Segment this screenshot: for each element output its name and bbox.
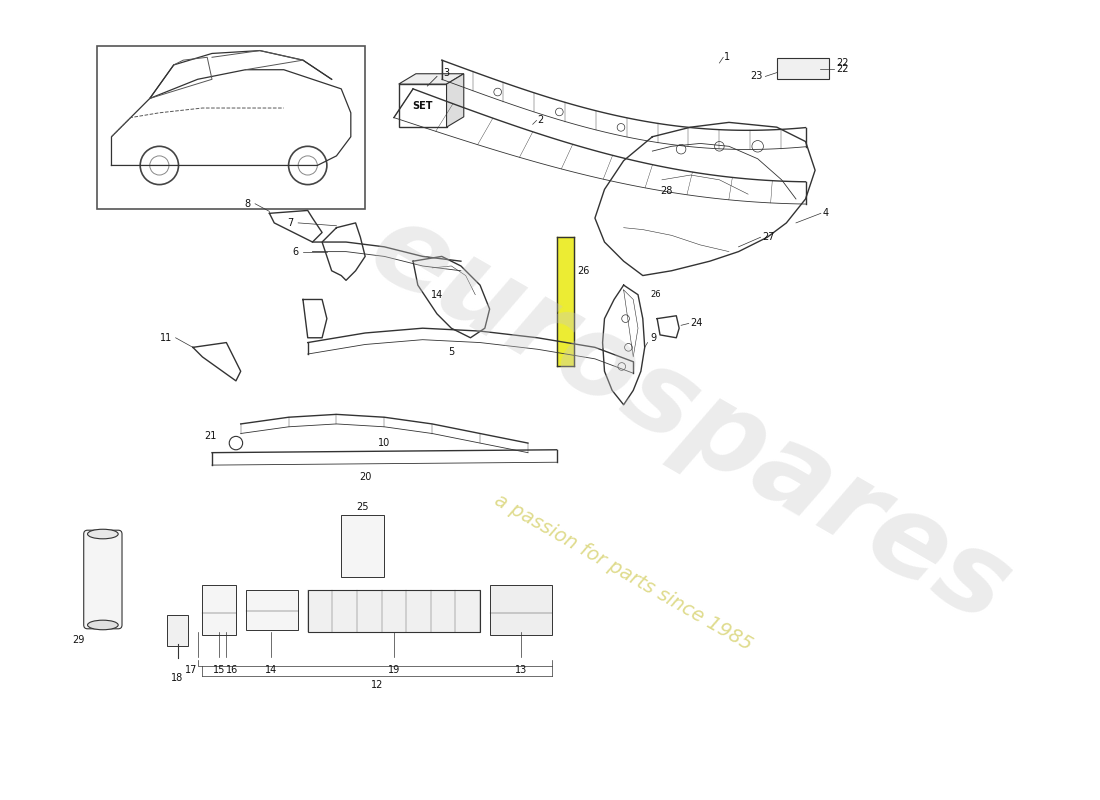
Text: 29: 29	[72, 634, 85, 645]
Ellipse shape	[88, 530, 118, 539]
Text: 16: 16	[227, 665, 239, 675]
Circle shape	[494, 88, 502, 96]
FancyBboxPatch shape	[84, 530, 122, 629]
Text: 28: 28	[660, 186, 673, 196]
Bar	[341, 515, 384, 577]
Text: SET: SET	[412, 101, 433, 110]
Text: 15: 15	[212, 665, 224, 675]
Text: 4: 4	[823, 208, 829, 218]
Circle shape	[617, 123, 625, 131]
Text: eurospares: eurospares	[351, 191, 1031, 647]
Text: 19: 19	[388, 665, 400, 675]
Text: 6: 6	[292, 246, 298, 257]
Text: 27: 27	[762, 232, 776, 242]
Bar	[777, 58, 829, 79]
Text: 11: 11	[160, 333, 172, 342]
Text: 13: 13	[515, 665, 527, 675]
Bar	[308, 590, 480, 632]
Text: 5: 5	[448, 347, 454, 358]
Text: 1: 1	[724, 52, 730, 62]
Text: 23: 23	[750, 71, 762, 82]
Bar	[490, 585, 552, 634]
Circle shape	[556, 108, 563, 116]
FancyBboxPatch shape	[167, 615, 188, 646]
Bar	[202, 585, 235, 634]
Ellipse shape	[88, 620, 118, 630]
Text: 25: 25	[356, 502, 369, 512]
Text: 24: 24	[691, 318, 703, 329]
Text: a passion for parts since 1985: a passion for parts since 1985	[492, 490, 756, 654]
Text: 8: 8	[244, 198, 251, 209]
Text: 18: 18	[172, 673, 184, 683]
Text: 17: 17	[185, 665, 198, 675]
Text: 2: 2	[538, 115, 543, 126]
Text: 12: 12	[371, 680, 383, 690]
Text: 14: 14	[265, 665, 277, 675]
Text: 10: 10	[378, 438, 390, 448]
Text: 26: 26	[650, 290, 661, 299]
Text: 3: 3	[443, 67, 450, 78]
Text: 22: 22	[836, 64, 849, 74]
Text: 20: 20	[359, 471, 372, 482]
Text: 14: 14	[431, 290, 443, 300]
Text: 22: 22	[836, 58, 849, 68]
FancyBboxPatch shape	[97, 46, 365, 209]
Bar	[245, 590, 298, 630]
Text: 21: 21	[205, 431, 217, 442]
Text: 9: 9	[650, 333, 657, 342]
Polygon shape	[447, 74, 464, 127]
Text: 7: 7	[287, 218, 294, 228]
Polygon shape	[398, 74, 464, 84]
Text: 26: 26	[578, 266, 590, 276]
